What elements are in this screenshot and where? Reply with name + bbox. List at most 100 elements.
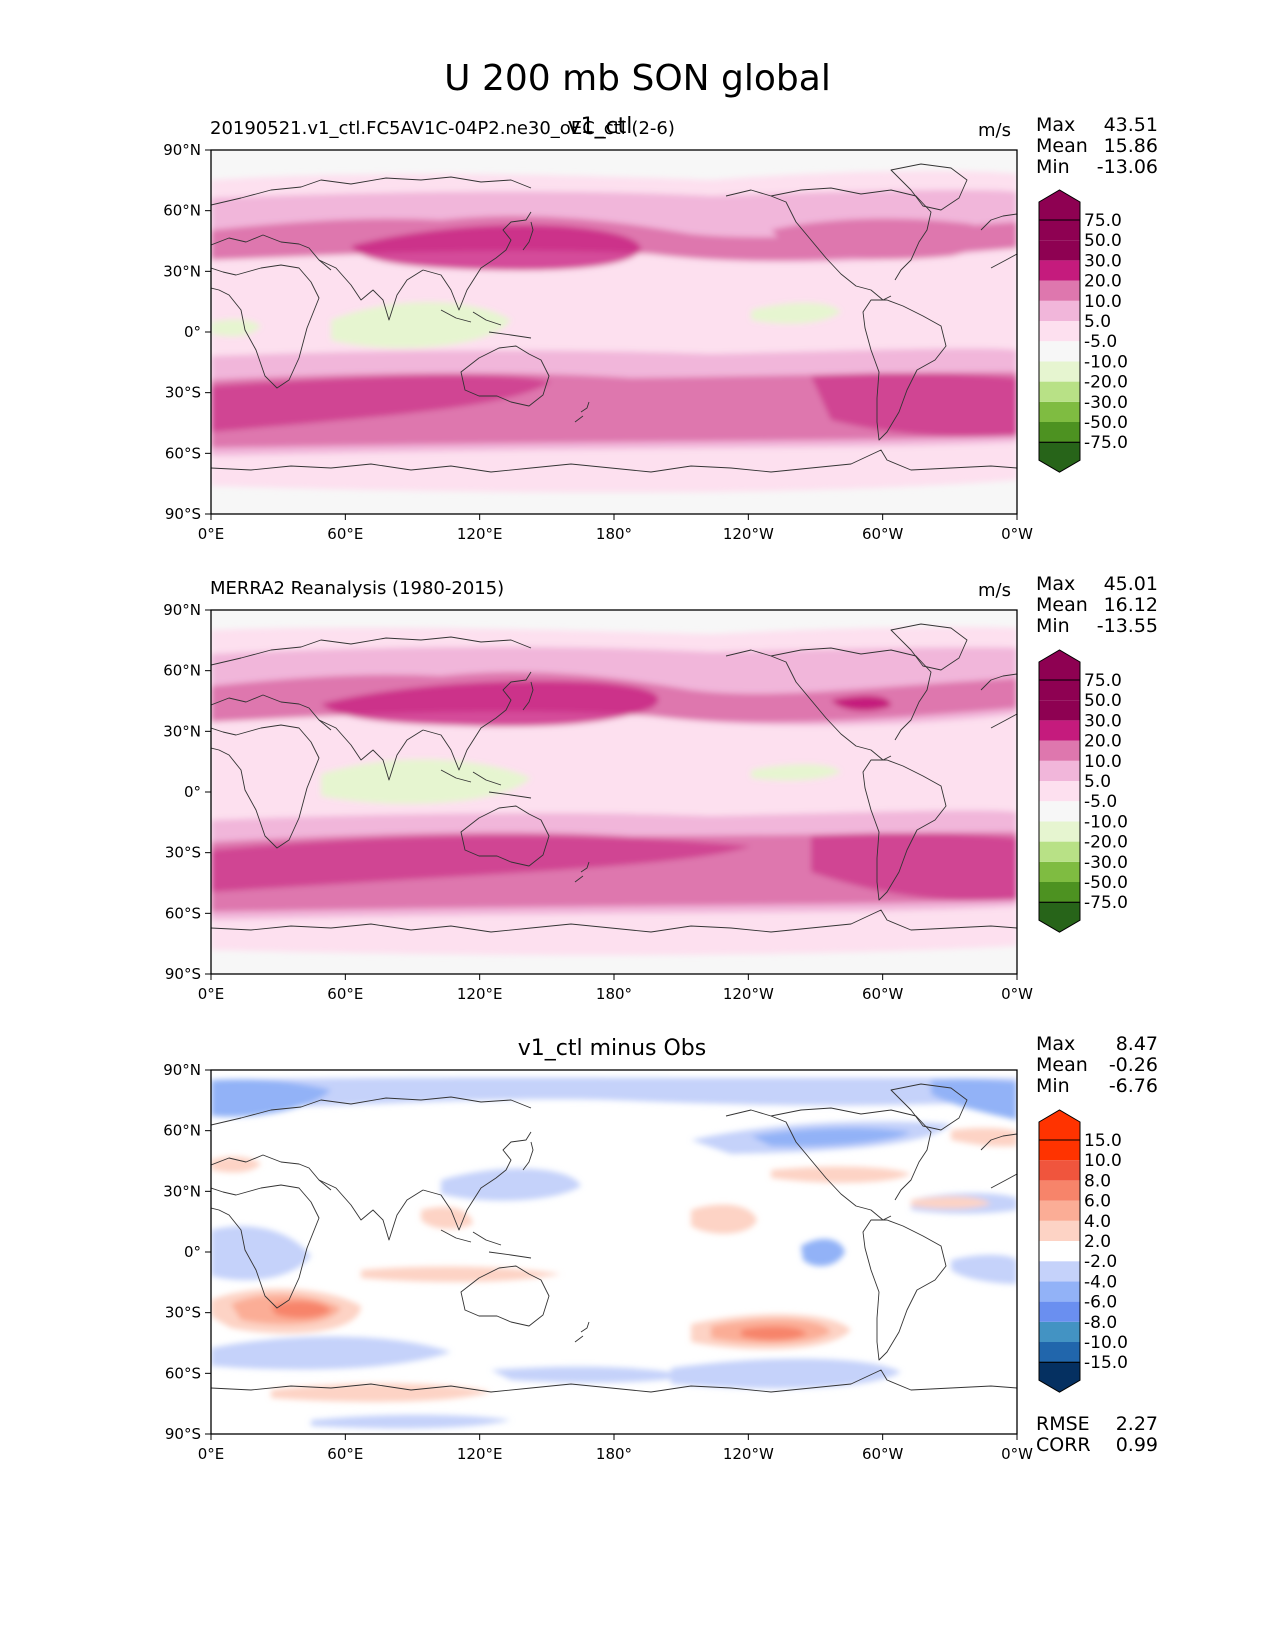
panel3-min-label: Min: [1036, 1075, 1070, 1097]
panel2-colorbar-label: 50.0: [1084, 691, 1122, 711]
panel3-lat-tick-label: 30°S: [165, 1304, 201, 1322]
panel2-colorbar-label: -75.0: [1084, 893, 1128, 913]
panel2-colorbar-label: -30.0: [1084, 853, 1128, 873]
panel1-lon-tick-label: 0°E: [198, 525, 225, 543]
panel3-min-value: -6.76: [1108, 1075, 1158, 1097]
panel1-lat-tick-label: 0°: [184, 323, 201, 341]
panel3-rmse-label: RMSE: [1036, 1413, 1090, 1435]
panel3-lon-tick-label: 0°E: [198, 1445, 225, 1463]
panel2-colorbar-segment: [1039, 700, 1080, 721]
panel1-colorbar-extend-min: [1038, 441, 1081, 473]
panel3-colorbar-label: -8.0: [1084, 1313, 1117, 1333]
panel2-colorbar-segment: [1039, 680, 1080, 701]
panel2-lon-tick-label: 0°W: [1001, 985, 1033, 1003]
panel2-lon-tick-label: 60°W: [862, 985, 904, 1003]
panel2-colorbar-extend-min: [1038, 901, 1081, 933]
panel2-mean-value: 16.12: [1103, 594, 1158, 616]
panel3-colorbar-segment: [1039, 1342, 1080, 1363]
panel3-colorbar-label: 4.0: [1084, 1212, 1111, 1232]
panel3-lat-tick-label: 90°N: [163, 1061, 201, 1079]
panel2-colorbar-label: 30.0: [1084, 711, 1122, 731]
panel3-lat-tick-label: 60°S: [165, 1364, 201, 1382]
panel2-colorbar-label: 75.0: [1084, 671, 1122, 691]
panel2-colorbar-segment: [1039, 760, 1080, 781]
panel3-colorbar-segment: [1039, 1321, 1080, 1342]
panel1-colorbar-label: -50.0: [1084, 413, 1128, 433]
panel2-colorbar-label: -20.0: [1084, 833, 1128, 853]
panel1-lon-tick-label: 180°: [596, 525, 632, 543]
panel3-colorbar-segment: [1039, 1200, 1080, 1221]
panel2-colorbar-label: 10.0: [1084, 752, 1122, 772]
panel1-colorbar-label: -20.0: [1084, 373, 1128, 393]
panel3-colorbar-segment: [1039, 1241, 1080, 1262]
panel2-lat-tick-label: 30°S: [165, 844, 201, 862]
panel2-lat-tick-label: 30°N: [163, 722, 201, 740]
panel2-colorbar-frame: [1038, 679, 1081, 903]
panel2-units: m/s: [978, 580, 1011, 601]
panel1-lat-tick-label: 90°N: [163, 141, 201, 159]
panel2-max-value: 45.01: [1103, 573, 1158, 595]
panel2-lon-tick-label: 60°E: [327, 985, 363, 1003]
panel1-colorbar-label: 75.0: [1084, 211, 1122, 231]
panel1-colorbar-segment: [1039, 240, 1080, 261]
panel3-max-label: Max: [1036, 1033, 1076, 1055]
panel3-colorbar-label: 10.0: [1084, 1151, 1122, 1171]
panel2-lon-tick-label: 120°W: [723, 985, 774, 1003]
panel2-colorbar-segment: [1039, 720, 1080, 741]
panel2-colorbar-label: -10.0: [1084, 812, 1128, 832]
panel2-colorbar-segment: [1039, 740, 1080, 761]
panel1-colorbar-label: 50.0: [1084, 231, 1122, 251]
panel1-lat-tick-label: 60°N: [163, 202, 201, 220]
panel1-colorbar-label: -5.0: [1084, 332, 1117, 352]
panel3-corr-value: 0.99: [1115, 1434, 1158, 1456]
panel3-colorbar-label: 2.0: [1084, 1232, 1111, 1252]
panel3-colorbar-extend-min: [1038, 1361, 1081, 1393]
panel2-lat-tick-label: 60°S: [165, 904, 201, 922]
panel1-colorbar-label: -75.0: [1084, 433, 1128, 453]
panel2-colorbar-extend-max: [1038, 649, 1081, 681]
panel2-lat-tick-label: 90°S: [165, 965, 201, 983]
panel3-lon-tick-label: 0°W: [1001, 1445, 1033, 1463]
panel3-colorbar-label: -2.0: [1084, 1252, 1117, 1272]
panel1-colorbar-segment: [1039, 361, 1080, 382]
panel1-lon-tick-label: 0°W: [1001, 525, 1033, 543]
panel1-colorbar-segment: [1039, 341, 1080, 362]
panel3-colorbar-segment: [1039, 1261, 1080, 1282]
panel3-lat-tick-label: 0°: [184, 1243, 201, 1261]
panel1-min-value: -13.06: [1096, 156, 1158, 178]
panel3-lon-tick-label: 180°: [596, 1445, 632, 1463]
panel2-lon-tick-label: 120°E: [457, 985, 503, 1003]
panel1-max-value: 43.51: [1103, 114, 1158, 136]
panel3-colorbar-label: 15.0: [1084, 1131, 1122, 1151]
panel2-colorbar-segment: [1039, 882, 1080, 903]
panel1-lat-tick-label: 30°N: [163, 262, 201, 280]
panel1-center-title: v1_ctl: [567, 114, 633, 139]
panel3-colorbar-label: -4.0: [1084, 1272, 1117, 1292]
panel1-colorbar-segment: [1039, 381, 1080, 402]
panel3-max-value: 8.47: [1115, 1033, 1158, 1055]
figure-suptitle: U 200 mb SON global: [444, 58, 831, 99]
panel3-colorbar-label: 6.0: [1084, 1192, 1111, 1212]
panel3-colorbar-label: 8.0: [1084, 1171, 1111, 1191]
panel3-lat-tick-label: 30°N: [163, 1182, 201, 1200]
panel2-max-label: Max: [1036, 573, 1076, 595]
panel2-colorbar-segment: [1039, 801, 1080, 822]
panel3-colorbar-segment: [1039, 1160, 1080, 1181]
panel2-colorbar-segment: [1039, 781, 1080, 802]
panel3-colorbar-segment: [1039, 1180, 1080, 1201]
panel2-colorbar-label: -50.0: [1084, 873, 1128, 893]
panel3-mean-label: Mean: [1036, 1054, 1088, 1076]
panel1-lat-tick-label: 90°S: [165, 505, 201, 523]
panel1-min-label: Min: [1036, 156, 1070, 178]
panel3-lat-tick-label: 60°N: [163, 1122, 201, 1140]
panel2-colorbar-segment: [1039, 821, 1080, 842]
panel2-left-title: MERRA2 Reanalysis (1980-2015): [210, 578, 505, 599]
panel2-mean-label: Mean: [1036, 594, 1088, 616]
panel3-lat-tick-label: 90°S: [165, 1425, 201, 1443]
panel3-colorbar-segment: [1039, 1220, 1080, 1241]
panel1-colorbar-segment: [1039, 280, 1080, 301]
panel2-lat-tick-label: 0°: [184, 783, 201, 801]
panel1-colorbar-extend-max: [1038, 189, 1081, 221]
panel1-colorbar-segment: [1039, 321, 1080, 342]
